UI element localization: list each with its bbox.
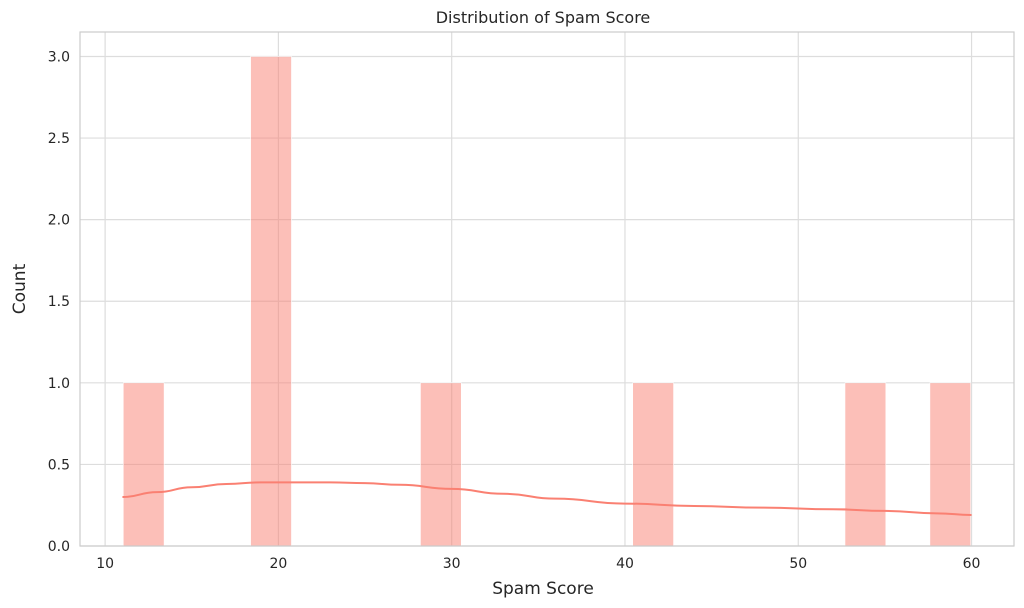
x-axis-label: Spam Score <box>492 579 594 599</box>
plot-frame <box>79 31 1015 547</box>
y-tick-label: 0.5 <box>48 457 70 473</box>
y-tick-label: 0.0 <box>48 539 70 555</box>
y-tick-label: 3.0 <box>48 49 70 65</box>
x-tick-label: 40 <box>616 556 634 572</box>
grid-layer <box>80 32 1014 547</box>
bar-layer <box>122 56 972 547</box>
histogram-bar <box>420 382 462 547</box>
histogram-bar <box>250 56 292 547</box>
x-tick-label: 10 <box>96 556 114 572</box>
kde-layer <box>122 481 972 516</box>
x-tick-label: 50 <box>789 556 807 572</box>
x-tick-label: 60 <box>963 556 981 572</box>
chart-title: Distribution of Spam Score <box>436 8 651 27</box>
kde-curve <box>122 481 972 516</box>
histogram-bar <box>844 382 887 547</box>
y-tick-label: 2.0 <box>48 213 70 229</box>
histogram-bar <box>122 382 165 547</box>
y-axis-label: Count <box>10 263 30 314</box>
y-tick-label: 2.5 <box>48 131 70 147</box>
tick-layer: 10 20 30 40 50 60 0.0 0.5 1.0 1.5 2.0 2.5 3.0 <box>48 49 981 572</box>
y-tick-label: 1.5 <box>48 294 70 310</box>
x-tick-label: 20 <box>269 556 287 572</box>
histogram-bar <box>929 382 972 547</box>
x-tick-label: 30 <box>443 556 461 572</box>
y-tick-label: 1.0 <box>48 376 70 392</box>
histogram-bar <box>632 382 674 547</box>
